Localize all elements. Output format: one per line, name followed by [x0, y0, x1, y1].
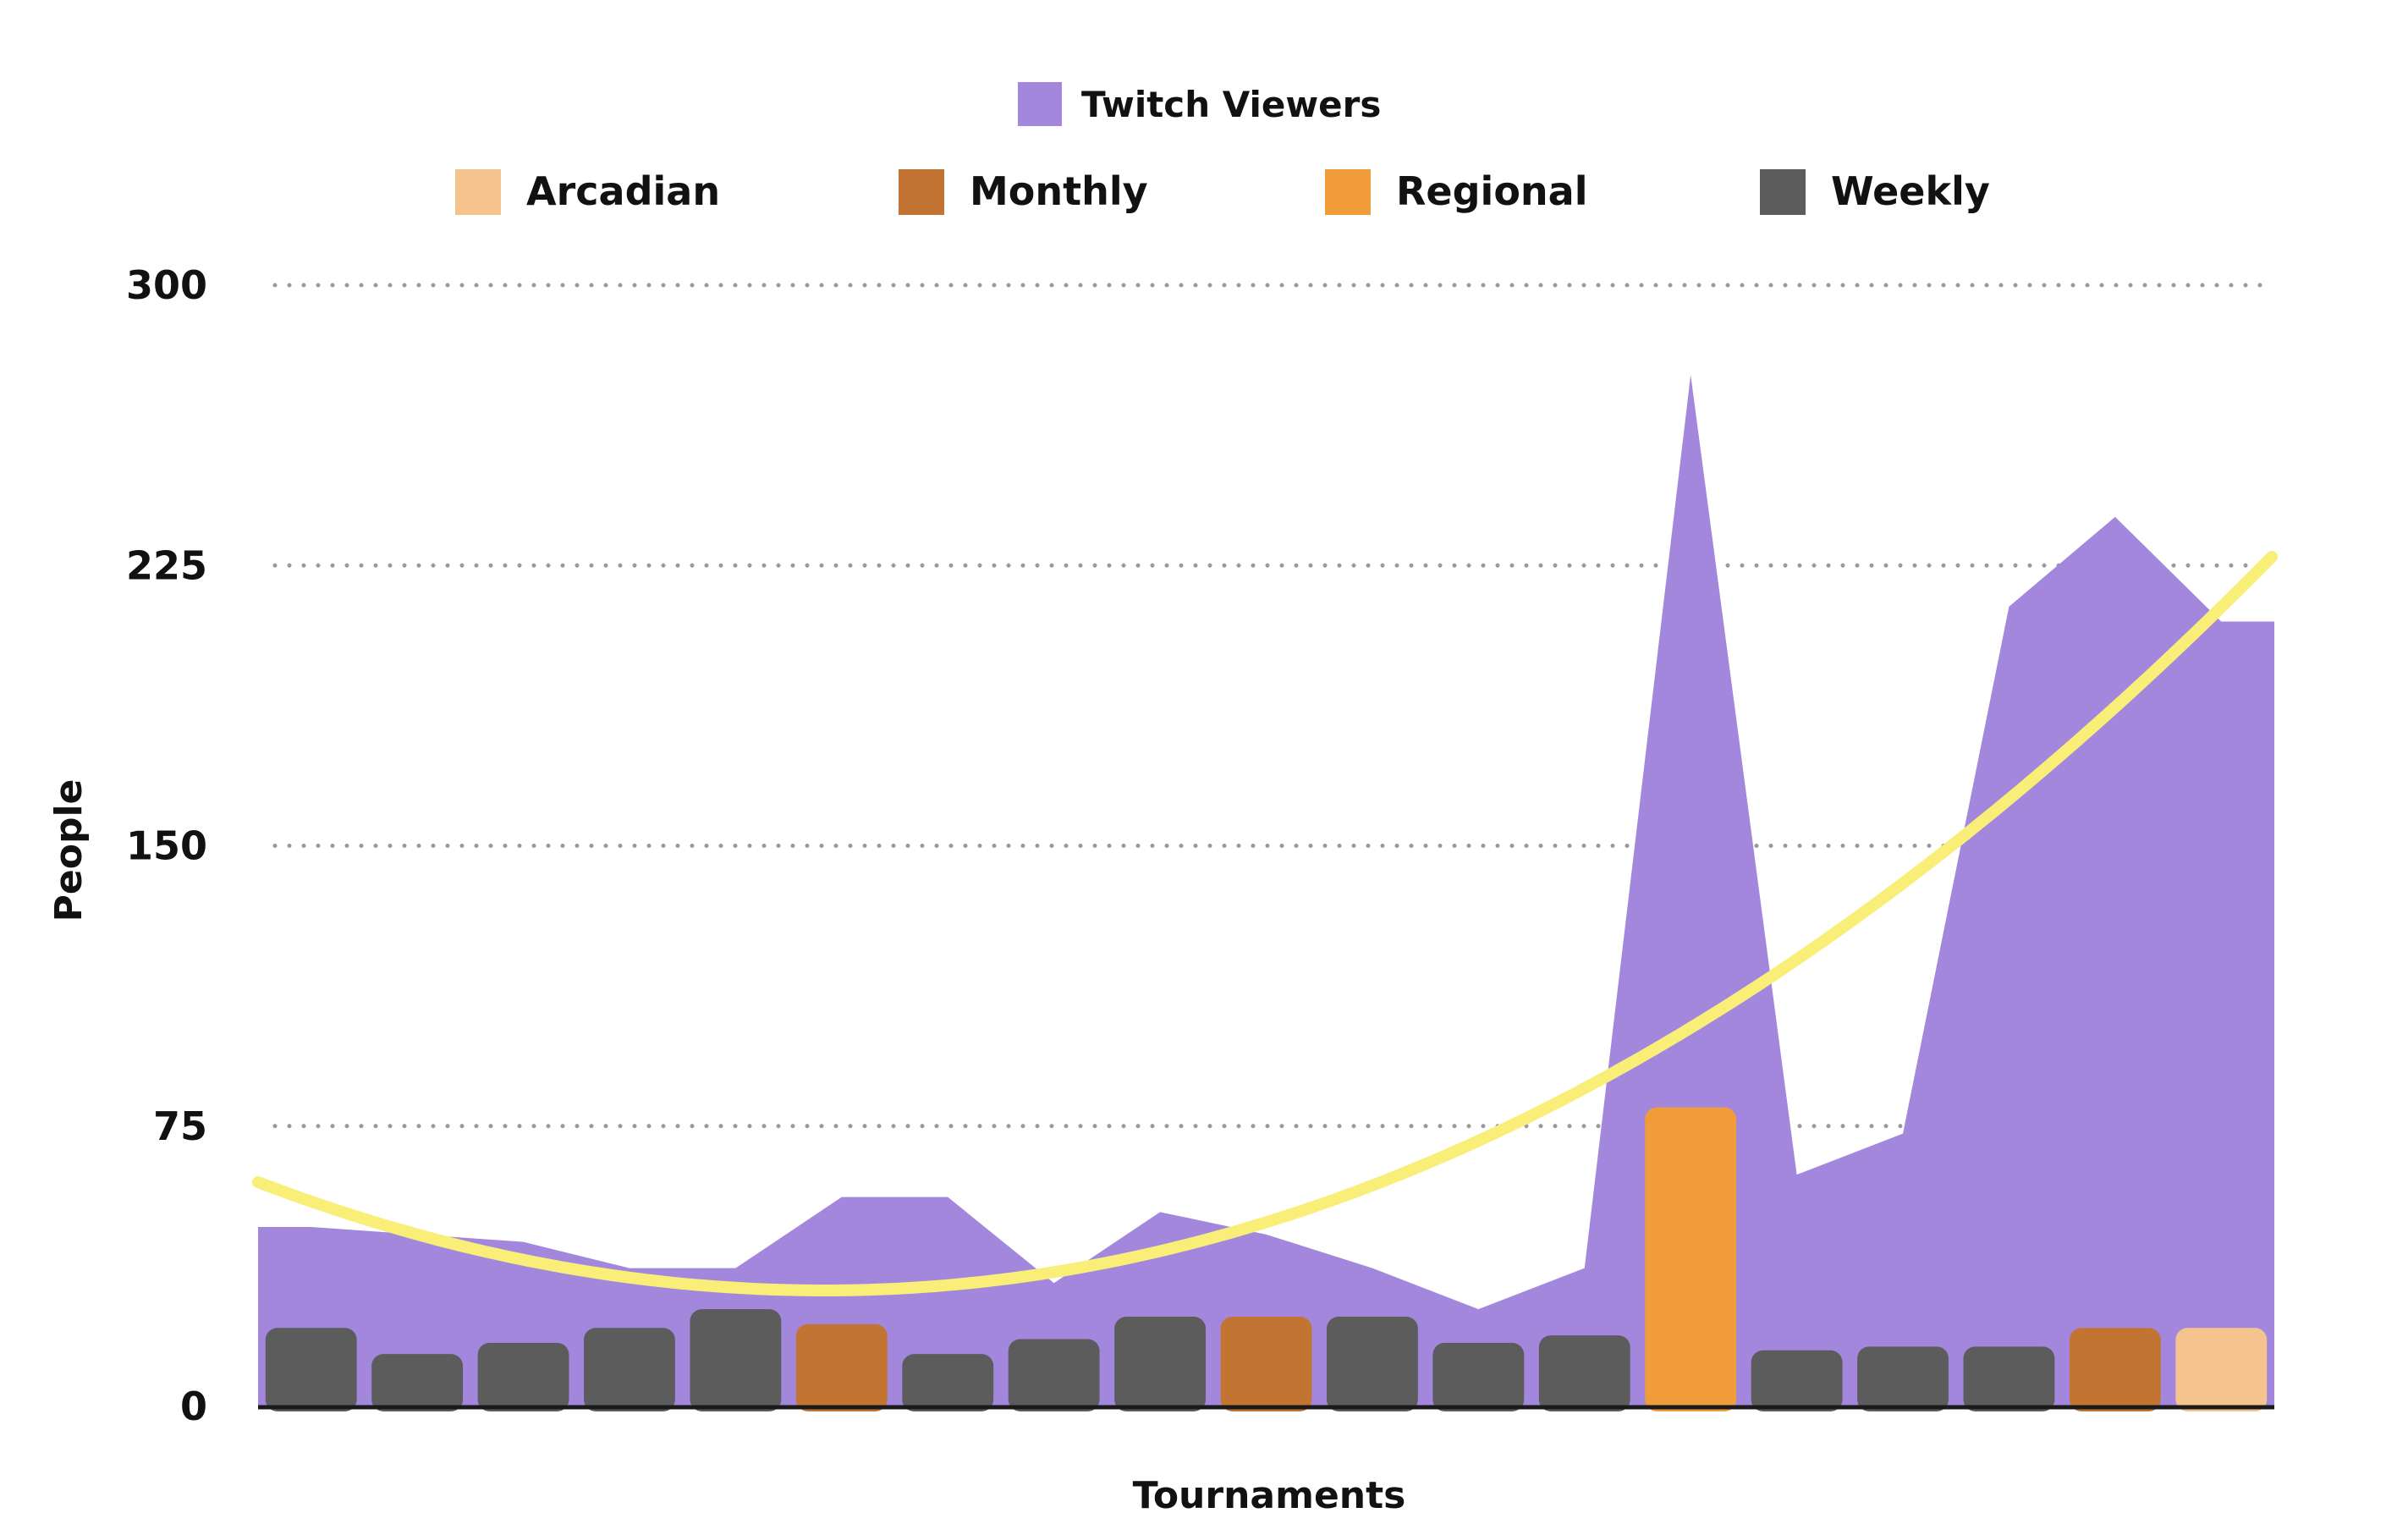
- bar-9-weekly: [1114, 1317, 1207, 1411]
- twitch-viewers-area: [258, 375, 2274, 1406]
- bar-8-weekly: [1008, 1339, 1100, 1411]
- bar-2-weekly: [371, 1354, 464, 1411]
- bar-5-weekly: [690, 1309, 782, 1411]
- y-tick-label-0: 0: [180, 1384, 207, 1429]
- bar-1-weekly: [265, 1328, 357, 1411]
- bar-10-monthly: [1220, 1317, 1312, 1411]
- legend-item-twitch-viewers: Twitch Viewers: [1018, 82, 1381, 126]
- legend-label-arcadian: Arcadian: [526, 168, 720, 214]
- trendline-curve: [252, 551, 2278, 1296]
- x-axis-title: Tournaments: [1133, 1474, 1406, 1517]
- legend-label-twitch-viewers: Twitch Viewers: [1081, 84, 1381, 125]
- bar-18-monthly: [2069, 1328, 2161, 1411]
- y-axis-title: People: [47, 779, 91, 922]
- y-tick-label-150: 150: [126, 823, 207, 869]
- bar-7-weekly: [902, 1354, 994, 1411]
- legend-swatch-twitch-viewers: [1018, 82, 1062, 126]
- y-tick-label-225: 225: [126, 542, 207, 588]
- legend-label-monthly: Monthly: [970, 168, 1148, 214]
- trendline: [252, 551, 2278, 1296]
- bar-12-weekly: [1432, 1342, 1525, 1411]
- legend-label-regional: Regional: [1396, 168, 1587, 214]
- legend-swatch-monthly: [899, 169, 944, 215]
- legend-item-monthly: Monthly: [899, 168, 1148, 215]
- bar-11-weekly: [1326, 1317, 1418, 1411]
- bar-16-weekly: [1857, 1346, 1949, 1411]
- bar-14-regional: [1645, 1107, 1737, 1411]
- y-tick-label-75: 75: [153, 1103, 207, 1149]
- legend-label-weekly: Weekly: [1831, 168, 1990, 214]
- bar-3-weekly: [477, 1342, 569, 1411]
- legend-swatch-regional: [1325, 169, 1371, 215]
- legend-swatch-arcadian: [455, 169, 501, 215]
- legend-item-weekly: Weekly: [1760, 168, 1990, 215]
- legend-item-arcadian: Arcadian: [455, 168, 720, 215]
- legend-item-regional: Regional: [1325, 168, 1587, 215]
- bar-13-weekly: [1538, 1335, 1630, 1411]
- legend: Twitch Viewers Arcadian Monthly Regional Wee…: [455, 82, 1990, 215]
- bar-19-arcadian: [2175, 1328, 2268, 1411]
- gridlines: [272, 283, 2270, 1129]
- bar-6-monthly: [795, 1323, 888, 1411]
- twitch-viewers-area-fill: [258, 375, 2274, 1406]
- tournament-bars: [265, 1107, 2268, 1411]
- bar-15-weekly: [1751, 1350, 1843, 1411]
- bar-4-weekly: [584, 1328, 675, 1411]
- legend-swatch-weekly: [1760, 169, 1806, 215]
- y-tick-label-300: 300: [126, 262, 207, 308]
- bar-17-weekly: [1963, 1346, 2055, 1411]
- y-axis-ticks: 0 75 150 225 300: [126, 262, 207, 1429]
